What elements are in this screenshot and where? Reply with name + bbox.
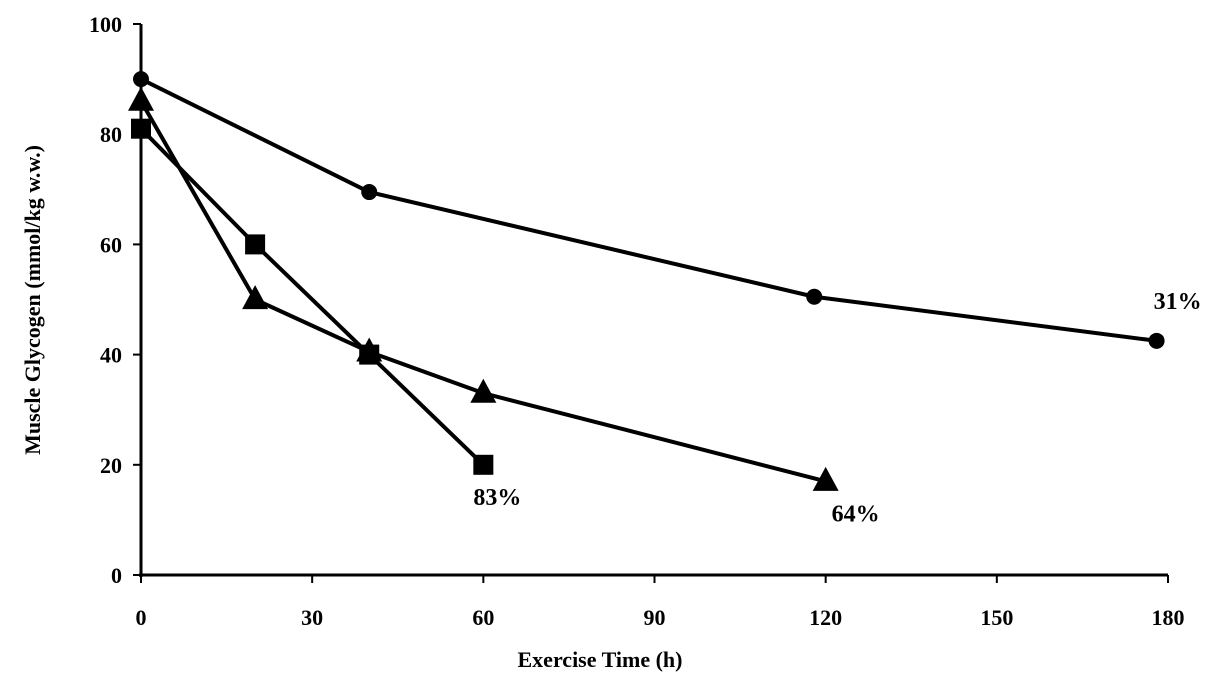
data-point-triangle [242, 285, 269, 310]
data-point-circle [133, 71, 149, 88]
x-tick-label: 180 [1152, 605, 1185, 630]
data-point-circle [361, 184, 378, 201]
y-tick-label: 40 [100, 343, 122, 368]
y-tick-label: 80 [100, 122, 122, 147]
series-layer [128, 71, 1165, 491]
data-point-triangle [812, 466, 839, 491]
data-point-square [245, 234, 266, 255]
series-triangle [128, 86, 839, 491]
x-tick-label: 90 [644, 605, 666, 630]
x-tick-label: 120 [809, 605, 842, 630]
annotation-layer: 31% 64% 83% [473, 289, 1201, 528]
data-point-square [359, 344, 380, 365]
data-point-triangle [470, 378, 497, 403]
x-tick-label: 150 [980, 605, 1013, 630]
annotation-label: 83% [473, 485, 521, 511]
x-tick-label: 0 [136, 605, 147, 630]
x-tick-label: 30 [301, 605, 323, 630]
series-line [139, 100, 827, 484]
data-point-square [473, 454, 494, 475]
data-point-triangle [128, 86, 154, 111]
x-tick-label: 60 [472, 605, 494, 630]
y-axis-title: Muscle Glycogen (mmol/kg w.w.) [20, 145, 45, 455]
x-axis-title: Exercise Time (h) [518, 647, 683, 672]
y-tick-label: 20 [100, 453, 122, 478]
series-line [140, 77, 1157, 343]
y-tick-label: 60 [100, 232, 122, 257]
annotation-label: 64% [832, 501, 880, 527]
axes: 0 30 60 90 120 150 180 0 20 40 60 80 100 [89, 12, 1185, 630]
y-tick-label: 0 [111, 563, 122, 588]
series-circle [133, 71, 1165, 349]
data-point-square [131, 118, 151, 139]
series-square [131, 118, 494, 475]
annotation-label: 31% [1154, 289, 1202, 315]
series-line [139, 127, 485, 467]
data-point-circle [1148, 332, 1165, 349]
data-point-circle [806, 288, 823, 305]
y-tick-label: 100 [89, 12, 122, 37]
